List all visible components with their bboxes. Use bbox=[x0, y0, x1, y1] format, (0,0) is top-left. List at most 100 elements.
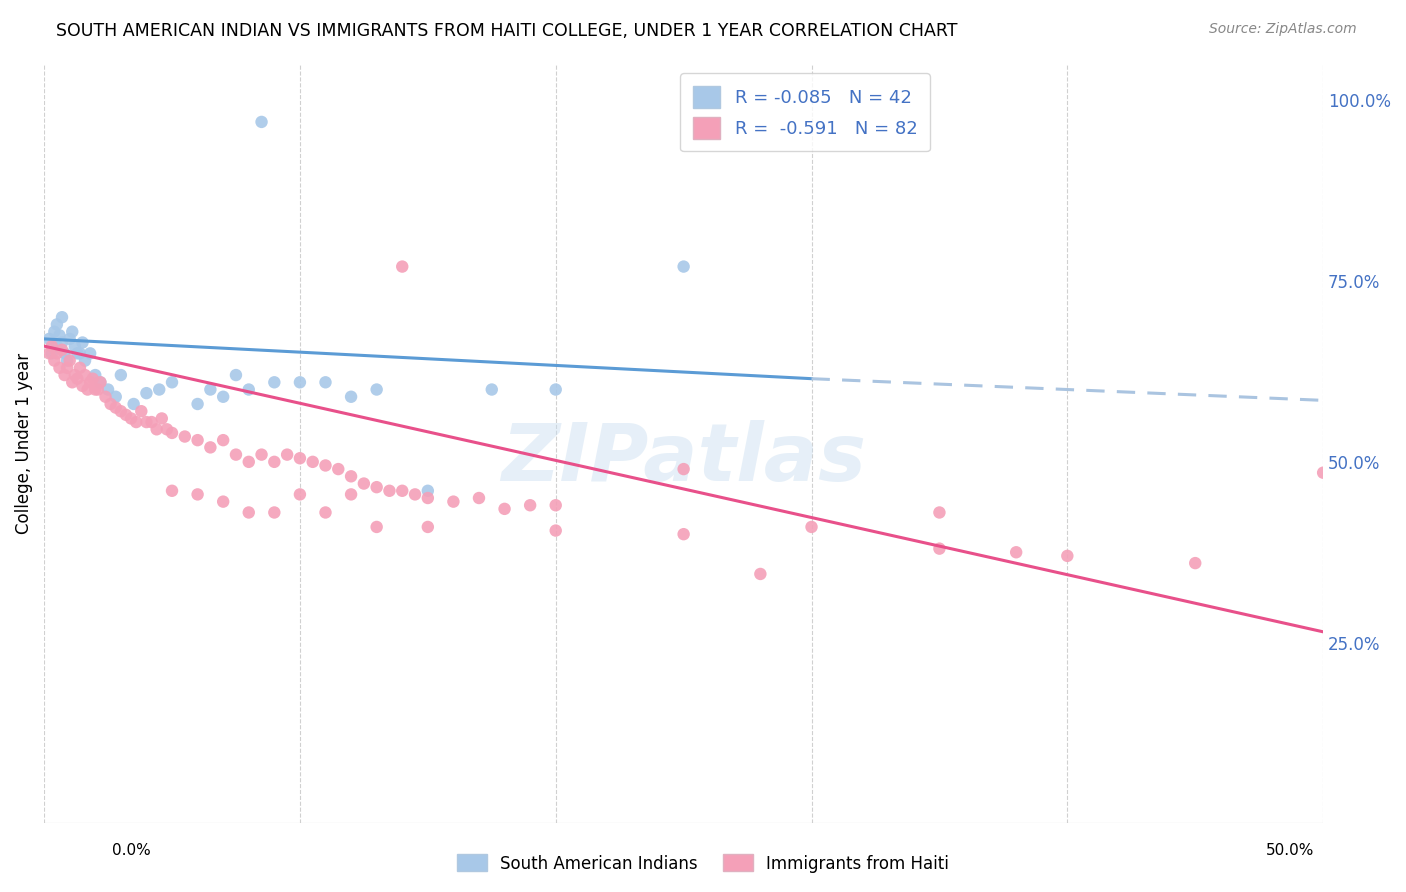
Point bbox=[544, 498, 567, 512]
Point bbox=[187, 487, 209, 501]
Point bbox=[82, 372, 104, 386]
Point bbox=[160, 483, 183, 498]
Point bbox=[416, 483, 439, 498]
Legend: R = -0.085   N = 42, R =  -0.591   N = 82: R = -0.085 N = 42, R = -0.591 N = 82 bbox=[681, 73, 929, 152]
Point bbox=[441, 494, 464, 508]
Point bbox=[72, 379, 94, 393]
Point bbox=[51, 343, 73, 357]
Point bbox=[150, 411, 173, 425]
Point bbox=[544, 524, 567, 538]
Point bbox=[53, 368, 76, 382]
Point bbox=[73, 368, 96, 382]
Point bbox=[115, 408, 138, 422]
Point bbox=[56, 360, 79, 375]
Point bbox=[51, 335, 73, 350]
Point bbox=[53, 346, 76, 360]
Point bbox=[131, 404, 153, 418]
Point bbox=[48, 328, 70, 343]
Point bbox=[481, 383, 503, 397]
Point bbox=[1184, 556, 1206, 570]
Point bbox=[225, 448, 247, 462]
Point bbox=[141, 415, 163, 429]
Text: ZIPatlas: ZIPatlas bbox=[501, 420, 866, 498]
Point bbox=[160, 376, 183, 390]
Point bbox=[200, 441, 222, 455]
Point bbox=[378, 483, 401, 498]
Point bbox=[276, 448, 298, 462]
Point bbox=[468, 491, 491, 505]
Point bbox=[315, 458, 337, 473]
Point bbox=[56, 353, 79, 368]
Point bbox=[173, 429, 195, 443]
Point bbox=[84, 368, 107, 382]
Point bbox=[187, 397, 209, 411]
Point bbox=[79, 346, 101, 360]
Point bbox=[544, 383, 567, 397]
Point bbox=[60, 376, 83, 390]
Point bbox=[66, 346, 89, 360]
Point bbox=[51, 310, 73, 325]
Point bbox=[200, 383, 222, 397]
Point bbox=[63, 339, 86, 353]
Point bbox=[135, 415, 157, 429]
Point bbox=[672, 527, 695, 541]
Point bbox=[97, 383, 120, 397]
Point bbox=[353, 476, 375, 491]
Point bbox=[187, 433, 209, 447]
Point bbox=[59, 332, 82, 346]
Point bbox=[263, 376, 285, 390]
Point bbox=[519, 498, 541, 512]
Point bbox=[38, 332, 60, 346]
Text: Source: ZipAtlas.com: Source: ZipAtlas.com bbox=[1209, 22, 1357, 37]
Point bbox=[89, 376, 111, 390]
Point bbox=[69, 346, 91, 360]
Point bbox=[79, 376, 101, 390]
Point bbox=[145, 422, 167, 436]
Point bbox=[89, 376, 111, 390]
Point bbox=[72, 335, 94, 350]
Point bbox=[238, 455, 260, 469]
Point bbox=[160, 425, 183, 440]
Point bbox=[263, 506, 285, 520]
Point bbox=[38, 346, 60, 360]
Point bbox=[60, 325, 83, 339]
Point bbox=[315, 506, 337, 520]
Point bbox=[120, 411, 142, 425]
Text: 50.0%: 50.0% bbox=[1267, 843, 1315, 858]
Point bbox=[250, 115, 273, 129]
Point bbox=[66, 372, 89, 386]
Point bbox=[749, 566, 772, 581]
Point bbox=[148, 383, 170, 397]
Y-axis label: College, Under 1 year: College, Under 1 year bbox=[15, 353, 32, 534]
Point bbox=[340, 390, 363, 404]
Point bbox=[340, 487, 363, 501]
Point bbox=[156, 422, 179, 436]
Point bbox=[212, 390, 235, 404]
Point bbox=[366, 383, 388, 397]
Text: SOUTH AMERICAN INDIAN VS IMMIGRANTS FROM HAITI COLLEGE, UNDER 1 YEAR CORRELATION: SOUTH AMERICAN INDIAN VS IMMIGRANTS FROM… bbox=[56, 22, 957, 40]
Point bbox=[1312, 466, 1334, 480]
Point bbox=[340, 469, 363, 483]
Point bbox=[928, 506, 950, 520]
Point bbox=[122, 397, 145, 411]
Point bbox=[1005, 545, 1028, 559]
Point bbox=[94, 390, 117, 404]
Point bbox=[100, 397, 122, 411]
Point bbox=[672, 462, 695, 476]
Point bbox=[288, 376, 311, 390]
Point bbox=[44, 325, 66, 339]
Point bbox=[110, 404, 132, 418]
Point bbox=[44, 353, 66, 368]
Point bbox=[238, 383, 260, 397]
Point bbox=[110, 368, 132, 382]
Point bbox=[416, 491, 439, 505]
Point bbox=[69, 360, 91, 375]
Point bbox=[416, 520, 439, 534]
Point bbox=[404, 487, 426, 501]
Point bbox=[928, 541, 950, 556]
Point bbox=[212, 433, 235, 447]
Point bbox=[301, 455, 323, 469]
Point bbox=[238, 506, 260, 520]
Point bbox=[328, 462, 350, 476]
Point bbox=[104, 401, 127, 415]
